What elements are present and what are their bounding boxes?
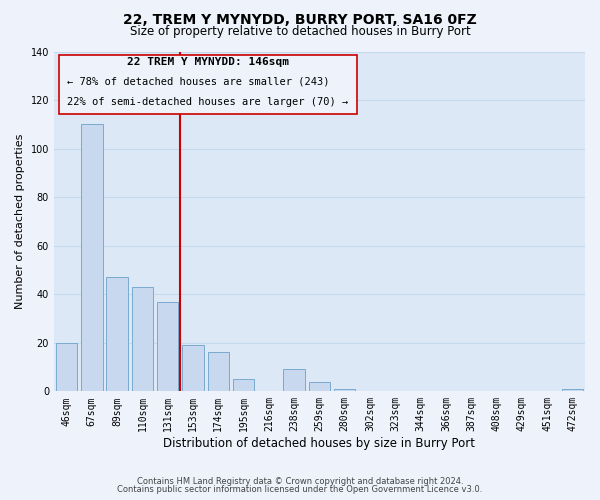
Text: ← 78% of detached houses are smaller (243): ← 78% of detached houses are smaller (24… [67, 77, 329, 87]
Bar [334, 389, 355, 392]
Text: 22, TREM Y MYNYDD, BURRY PORT, SA16 0FZ: 22, TREM Y MYNYDD, BURRY PORT, SA16 0FZ [123, 12, 477, 26]
Bar [562, 389, 583, 392]
Text: 22 TREM Y MYNYDD: 146sqm: 22 TREM Y MYNYDD: 146sqm [127, 56, 289, 66]
Bar [182, 345, 204, 392]
Bar [106, 277, 128, 392]
Text: Contains public sector information licensed under the Open Government Licence v3: Contains public sector information licen… [118, 485, 482, 494]
FancyBboxPatch shape [59, 55, 356, 114]
Bar [283, 370, 305, 392]
Bar [56, 343, 77, 392]
Bar [131, 287, 153, 392]
X-axis label: Distribution of detached houses by size in Burry Port: Distribution of detached houses by size … [163, 437, 475, 450]
Text: Size of property relative to detached houses in Burry Port: Size of property relative to detached ho… [130, 25, 470, 38]
Bar [309, 382, 330, 392]
Bar [157, 302, 178, 392]
Text: 22% of semi-detached houses are larger (70) →: 22% of semi-detached houses are larger (… [67, 98, 349, 108]
Bar [81, 124, 103, 392]
Bar [208, 352, 229, 392]
Text: Contains HM Land Registry data © Crown copyright and database right 2024.: Contains HM Land Registry data © Crown c… [137, 477, 463, 486]
Bar [233, 379, 254, 392]
Y-axis label: Number of detached properties: Number of detached properties [15, 134, 25, 309]
